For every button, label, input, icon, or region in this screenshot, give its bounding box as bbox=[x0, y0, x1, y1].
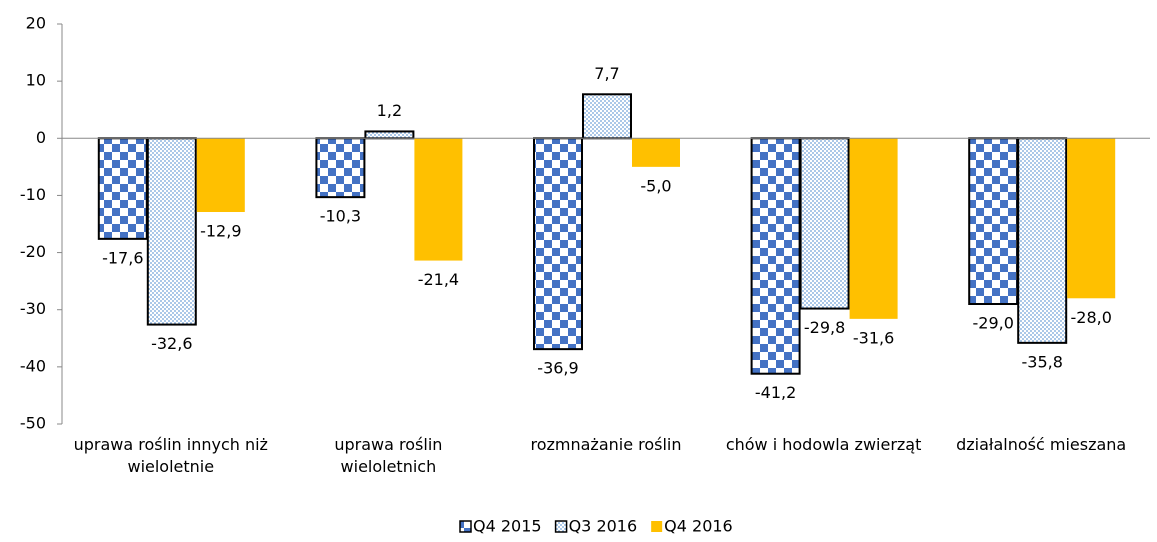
value-label: -35,8 bbox=[1021, 352, 1062, 371]
bar bbox=[146, 137, 197, 326]
bar bbox=[1067, 138, 1116, 299]
legend-swatch bbox=[651, 521, 663, 532]
value-label: -10,3 bbox=[320, 207, 361, 226]
y-tick-label: 20 bbox=[26, 14, 46, 33]
x-tick-label: uprawa roślin innych niż wieloletnie bbox=[73, 435, 268, 476]
y-tick-label: -20 bbox=[20, 242, 46, 261]
legend-label: Q3 2016 bbox=[569, 517, 638, 536]
x-tick-label: rozmnażanie roślin bbox=[530, 435, 682, 454]
legend-label: Q4 2015 bbox=[473, 517, 542, 536]
y-tick-label: -50 bbox=[20, 414, 46, 433]
bar bbox=[632, 138, 680, 167]
legend-label: Q4 2016 bbox=[664, 517, 733, 536]
bar bbox=[968, 137, 1019, 305]
bar bbox=[414, 138, 463, 261]
value-label: -12,9 bbox=[200, 222, 241, 241]
y-tick-label: -10 bbox=[20, 185, 46, 204]
y-tick-label: -40 bbox=[20, 356, 46, 375]
bar bbox=[97, 137, 148, 240]
bar bbox=[849, 138, 898, 319]
y-tick-label: 10 bbox=[26, 71, 46, 90]
value-label: -5,0 bbox=[640, 176, 671, 195]
bar bbox=[364, 130, 415, 140]
y-tick-label: -30 bbox=[20, 299, 46, 318]
value-label: -17,6 bbox=[102, 248, 143, 267]
value-label: -41,2 bbox=[755, 383, 796, 402]
value-label: -36,9 bbox=[537, 359, 578, 378]
value-label: -29,0 bbox=[972, 314, 1013, 333]
bar bbox=[750, 137, 801, 375]
x-tick-label: uprawa roślin wieloletnich bbox=[334, 435, 443, 476]
bar bbox=[582, 93, 632, 140]
legend-swatch bbox=[554, 520, 568, 533]
y-tick-label: 0 bbox=[36, 128, 46, 147]
bar bbox=[315, 137, 366, 199]
value-label: -32,6 bbox=[151, 334, 192, 353]
bar bbox=[533, 137, 583, 351]
value-label: -28,0 bbox=[1070, 308, 1111, 327]
x-tick-label: działalność mieszana bbox=[956, 435, 1127, 454]
value-label: 1,2 bbox=[377, 101, 402, 120]
x-tick-label: chów i hodowla zwierząt bbox=[725, 435, 922, 454]
value-label: -21,4 bbox=[418, 270, 459, 289]
bar bbox=[1017, 137, 1068, 344]
legend-swatch bbox=[459, 520, 472, 533]
bar bbox=[196, 138, 245, 212]
bar bbox=[799, 137, 850, 310]
value-label: 7,7 bbox=[594, 64, 619, 83]
value-label: -29,8 bbox=[804, 318, 845, 337]
value-label: -31,6 bbox=[853, 328, 894, 347]
